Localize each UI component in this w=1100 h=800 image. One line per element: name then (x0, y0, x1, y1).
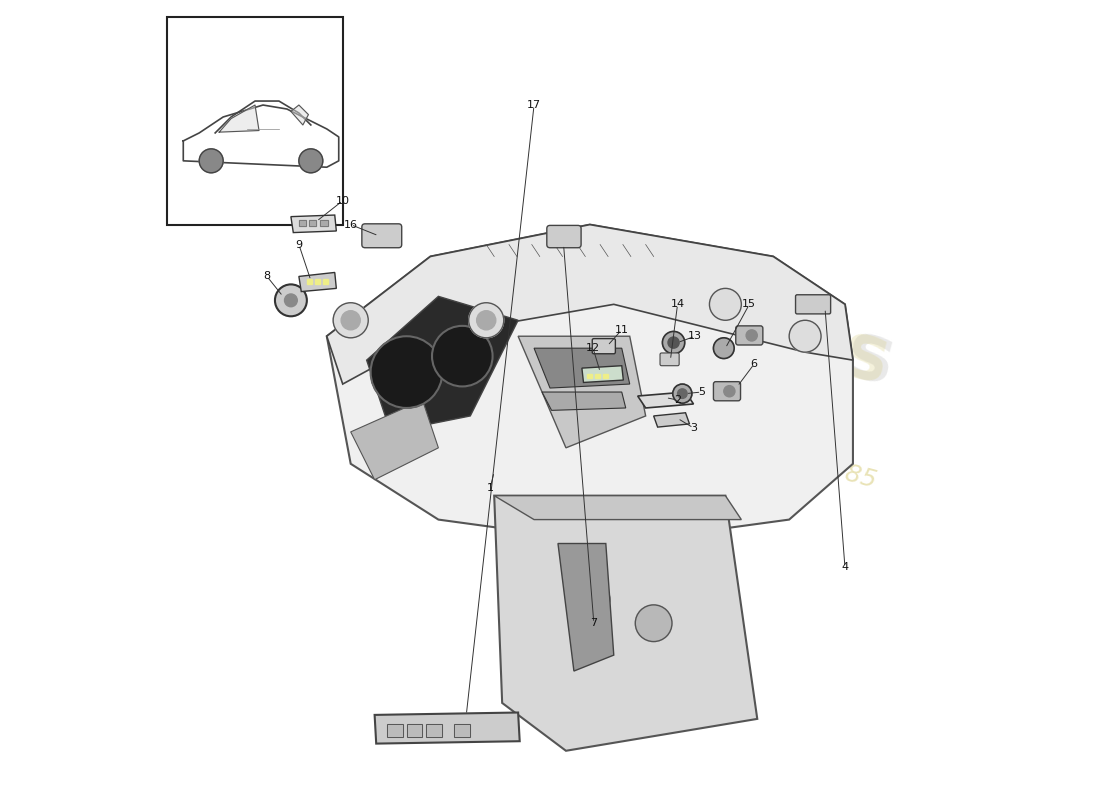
Polygon shape (290, 215, 337, 233)
Circle shape (371, 336, 442, 408)
Circle shape (299, 149, 322, 173)
Bar (309, 220, 317, 226)
Bar (320, 220, 328, 226)
Circle shape (662, 331, 684, 354)
Polygon shape (542, 392, 626, 410)
FancyBboxPatch shape (547, 226, 581, 248)
FancyBboxPatch shape (362, 224, 402, 248)
FancyBboxPatch shape (592, 338, 615, 354)
Polygon shape (366, 296, 518, 432)
Bar (386, 725, 403, 738)
Circle shape (714, 338, 734, 358)
Circle shape (469, 302, 504, 338)
Circle shape (789, 320, 821, 352)
Bar (407, 725, 422, 738)
Bar (407, 725, 422, 738)
Text: 17: 17 (527, 100, 541, 110)
Circle shape (710, 288, 741, 320)
Text: 16: 16 (343, 220, 358, 230)
Polygon shape (327, 225, 852, 543)
Bar (299, 220, 306, 226)
Bar (427, 725, 442, 738)
Text: eurotes: eurotes (547, 238, 903, 403)
Text: 4: 4 (842, 562, 848, 573)
Polygon shape (299, 273, 337, 291)
Bar (320, 220, 328, 226)
Bar (307, 279, 312, 284)
Text: 9: 9 (295, 239, 302, 250)
Text: 11: 11 (615, 325, 629, 335)
Bar (454, 725, 471, 738)
Text: 2: 2 (674, 395, 681, 405)
FancyBboxPatch shape (795, 294, 830, 314)
FancyBboxPatch shape (714, 382, 740, 401)
Text: a passion for parts since 1985: a passion for parts since 1985 (508, 371, 879, 492)
FancyBboxPatch shape (736, 326, 763, 345)
Polygon shape (558, 543, 614, 671)
Polygon shape (638, 392, 693, 408)
Polygon shape (582, 366, 624, 382)
Bar (315, 279, 320, 284)
Bar (595, 374, 601, 378)
Bar (454, 725, 471, 738)
Polygon shape (494, 496, 757, 750)
Bar (386, 725, 403, 738)
Text: 10: 10 (336, 196, 350, 206)
Bar (309, 220, 317, 226)
FancyBboxPatch shape (660, 353, 679, 366)
Bar (322, 279, 329, 284)
Polygon shape (653, 413, 690, 427)
Bar (299, 220, 306, 226)
Text: 12: 12 (586, 343, 601, 353)
Text: 15: 15 (742, 299, 757, 310)
Circle shape (341, 310, 361, 330)
Circle shape (673, 384, 692, 403)
Polygon shape (327, 225, 852, 384)
Bar (603, 374, 608, 378)
Polygon shape (351, 400, 439, 480)
Polygon shape (535, 348, 629, 388)
Circle shape (746, 330, 757, 341)
Bar (167, 18, 343, 225)
Text: 13: 13 (689, 331, 702, 342)
Circle shape (285, 294, 297, 306)
Polygon shape (375, 713, 519, 744)
Bar (586, 374, 592, 378)
Circle shape (275, 285, 307, 316)
Circle shape (432, 326, 493, 386)
Text: 7: 7 (591, 618, 597, 628)
Circle shape (570, 579, 609, 619)
Circle shape (199, 149, 223, 173)
Polygon shape (219, 105, 258, 132)
Circle shape (724, 386, 735, 397)
Text: eurotes: eurotes (553, 240, 898, 401)
Polygon shape (290, 105, 308, 125)
Text: 3: 3 (690, 423, 697, 433)
Circle shape (668, 337, 679, 348)
Text: 5: 5 (698, 387, 705, 397)
Circle shape (476, 310, 496, 330)
Text: 6: 6 (750, 359, 758, 369)
Text: 8: 8 (263, 271, 271, 282)
Text: 1: 1 (486, 482, 494, 493)
Circle shape (636, 605, 672, 642)
Circle shape (333, 302, 369, 338)
Circle shape (678, 389, 688, 398)
Bar (427, 725, 442, 738)
Text: 14: 14 (671, 299, 684, 310)
Polygon shape (494, 496, 741, 519)
Polygon shape (518, 336, 646, 448)
